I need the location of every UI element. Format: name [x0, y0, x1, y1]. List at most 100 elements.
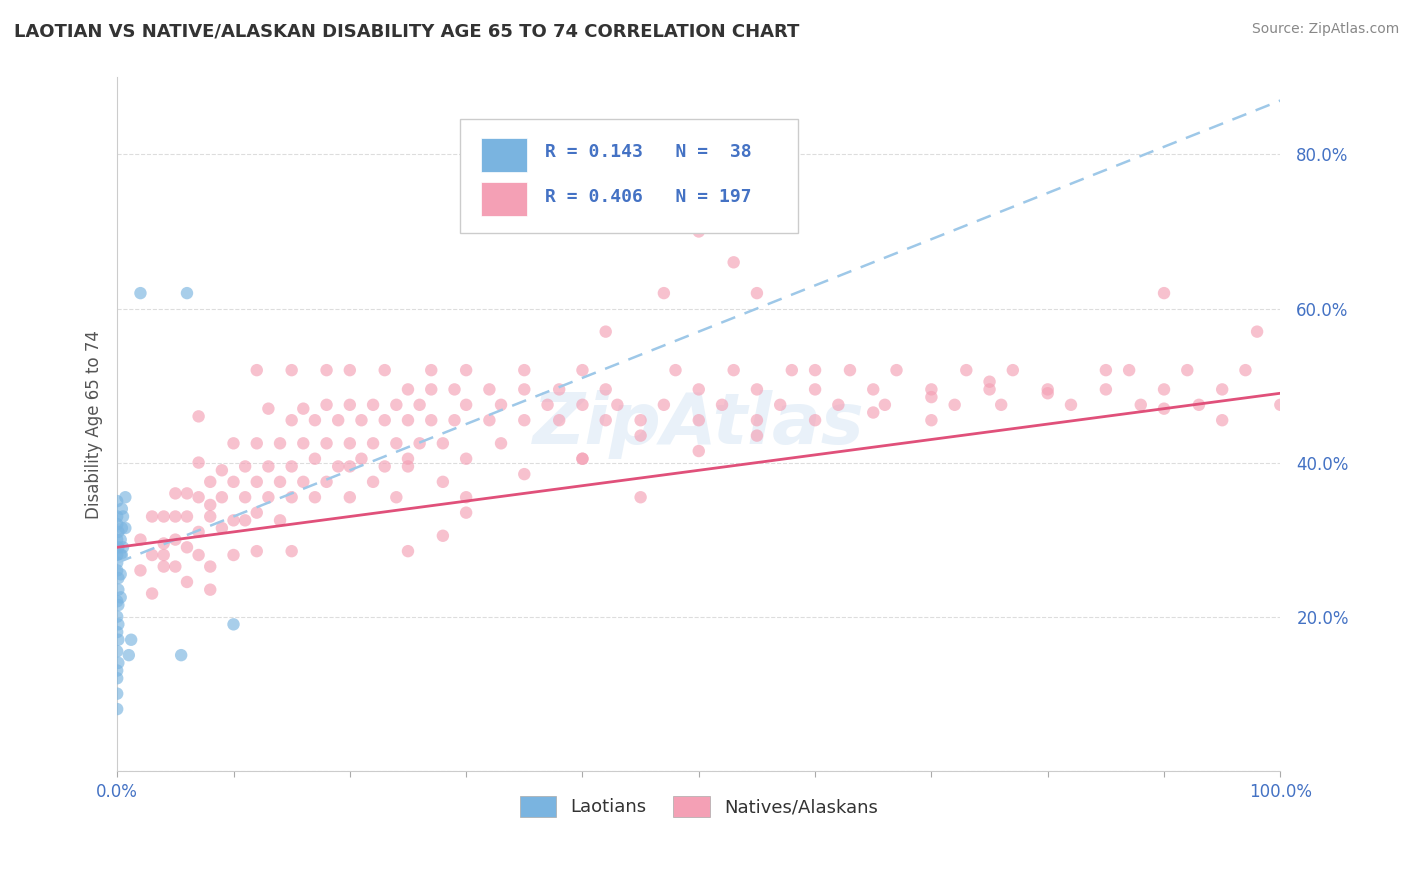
Point [200, 498, 222, 512]
Point [257, 401, 280, 416]
Point [396, 544, 419, 558]
Legend: Laotians, Natives/Alaskans: Laotians, Natives/Alaskans [512, 789, 886, 824]
Point [420, 383, 443, 397]
Point [257, 459, 280, 474]
Text: R = 0.406   N = 197: R = 0.406 N = 197 [546, 187, 752, 206]
Point [176, 509, 198, 524]
Point [374, 413, 396, 427]
Point [478, 413, 501, 427]
Point [688, 413, 710, 427]
Point [420, 363, 443, 377]
Point [339, 363, 361, 377]
Point [176, 541, 198, 555]
Point [107, 656, 129, 670]
Point [328, 413, 350, 427]
Point [780, 363, 803, 377]
Point [105, 664, 128, 678]
Point [107, 541, 129, 555]
Point [630, 490, 652, 504]
Point [456, 398, 478, 412]
Point [315, 436, 337, 450]
Point [396, 459, 419, 474]
Point [107, 632, 129, 647]
Point [292, 475, 315, 489]
Point [315, 398, 337, 412]
Point [269, 475, 291, 489]
Point [152, 509, 174, 524]
Point [233, 490, 256, 504]
Point [141, 509, 163, 524]
Point [595, 325, 617, 339]
Point [211, 521, 233, 535]
Point [769, 398, 792, 412]
Point [432, 436, 454, 450]
Point [990, 398, 1012, 412]
Point [107, 582, 129, 597]
Point [374, 363, 396, 377]
Point [280, 490, 302, 504]
Point [339, 490, 361, 504]
Point [105, 494, 128, 508]
Point [1036, 383, 1059, 397]
Point [839, 363, 862, 377]
Point [152, 559, 174, 574]
Point [222, 617, 245, 632]
Point [396, 451, 419, 466]
Point [1270, 398, 1292, 412]
Point [489, 436, 512, 450]
Point [187, 456, 209, 470]
Text: ZipAtlas: ZipAtlas [533, 390, 865, 458]
Point [129, 563, 152, 577]
Point [315, 363, 337, 377]
Point [246, 506, 269, 520]
Point [1095, 363, 1118, 377]
Text: Source: ZipAtlas.com: Source: ZipAtlas.com [1251, 22, 1399, 37]
Point [246, 475, 269, 489]
Point [107, 571, 129, 585]
Point [110, 591, 132, 605]
Point [200, 559, 222, 574]
Point [170, 648, 193, 662]
Point [630, 428, 652, 442]
Point [571, 451, 593, 466]
Point [105, 517, 128, 532]
Point [328, 459, 350, 474]
Point [374, 459, 396, 474]
Point [1118, 363, 1140, 377]
Point [1036, 386, 1059, 401]
Point [664, 363, 686, 377]
Point [548, 413, 571, 427]
Point [571, 398, 593, 412]
Point [233, 459, 256, 474]
Point [141, 548, 163, 562]
FancyBboxPatch shape [481, 182, 527, 216]
Point [176, 486, 198, 500]
Point [105, 533, 128, 547]
Point [107, 598, 129, 612]
Point [688, 383, 710, 397]
Point [176, 574, 198, 589]
Point [111, 541, 134, 555]
Point [513, 413, 536, 427]
Point [873, 398, 896, 412]
Point [979, 383, 1001, 397]
Point [745, 413, 768, 427]
Point [200, 509, 222, 524]
Point [456, 490, 478, 504]
Point [111, 548, 134, 562]
Y-axis label: Disability Age 65 to 74: Disability Age 65 to 74 [86, 330, 103, 518]
Point [350, 413, 373, 427]
Text: R = 0.143   N =  38: R = 0.143 N = 38 [546, 143, 752, 161]
Point [385, 490, 408, 504]
Point [269, 513, 291, 527]
Point [489, 398, 512, 412]
Point [129, 533, 152, 547]
Point [688, 225, 710, 239]
Point [955, 363, 977, 377]
Point [1175, 363, 1198, 377]
Point [292, 401, 315, 416]
Point [1153, 286, 1175, 301]
Point [246, 544, 269, 558]
Point [105, 702, 128, 716]
Point [187, 524, 209, 539]
